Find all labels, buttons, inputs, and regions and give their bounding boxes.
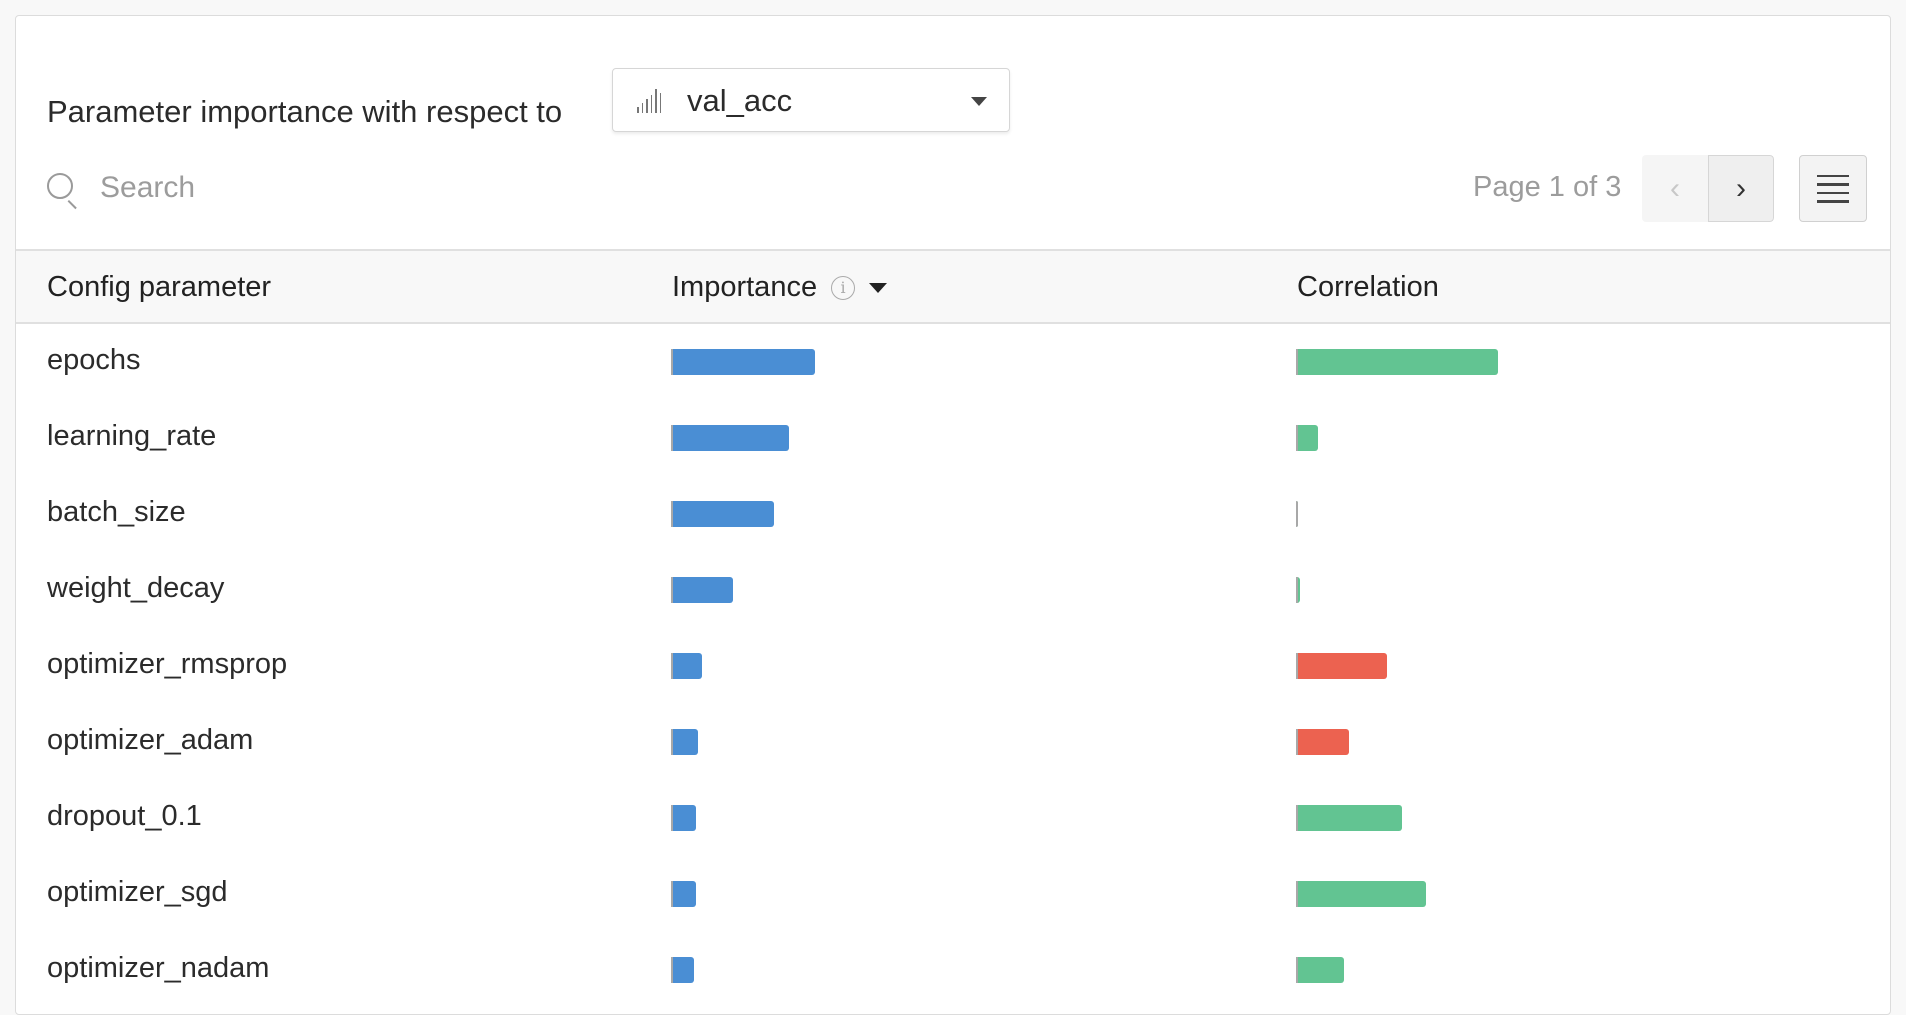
correlation-bar [1296, 729, 1349, 755]
search-input[interactable] [100, 168, 700, 208]
chevron-right-icon: › [1736, 171, 1746, 205]
correlation-bar [1296, 881, 1426, 907]
table-header: Config parameter Importance i Correlatio… [16, 249, 1890, 324]
importance-bar [671, 349, 815, 375]
config-parameter-name: optimizer_sgd [47, 876, 228, 908]
config-parameter-name: dropout_0.1 [47, 800, 202, 832]
config-parameter-name: epochs [47, 344, 141, 376]
column-menu-button[interactable] [1799, 155, 1867, 222]
pagination-controls: ‹ › [1642, 155, 1774, 222]
column-header-correlation[interactable]: Correlation [1297, 271, 1439, 304]
metric-dropdown-value: val_acc [687, 83, 793, 118]
importance-bar [671, 881, 697, 907]
table-row[interactable]: weight_decay [16, 552, 1890, 628]
correlation-bar [1296, 425, 1319, 451]
config-parameter-name: weight_decay [47, 572, 225, 604]
chevron-left-icon: ‹ [1670, 171, 1680, 205]
parameter-importance-panel: Parameter importance with respect to val… [15, 15, 1891, 1015]
column-header-importance[interactable]: Importance i [672, 271, 888, 304]
caret-down-icon [971, 97, 987, 106]
importance-bar [671, 425, 789, 451]
next-page-button[interactable]: › [1708, 155, 1774, 222]
importance-bar [671, 501, 775, 527]
column-label: Correlation [1297, 271, 1439, 303]
importance-bar [671, 957, 695, 983]
column-label: Importance [672, 271, 818, 303]
config-parameter-name: optimizer_rmsprop [47, 648, 288, 680]
correlation-bar [1296, 349, 1498, 375]
panel-title: Parameter importance with respect to [47, 94, 563, 129]
table-row[interactable]: learning_rate [16, 400, 1890, 476]
hamburger-menu-icon [1817, 174, 1849, 177]
metric-dropdown[interactable]: val_acc [612, 68, 1010, 132]
table-row[interactable]: optimizer_nadam [16, 932, 1890, 1008]
bar-chart-icon [637, 89, 667, 113]
config-parameter-name: batch_size [47, 496, 186, 528]
table-row[interactable]: optimizer_rmsprop [16, 628, 1890, 704]
search-icon [47, 173, 73, 199]
prev-page-button[interactable]: ‹ [1642, 155, 1708, 222]
config-parameter-name: optimizer_adam [47, 724, 254, 756]
importance-bar [671, 729, 699, 755]
sort-descending-icon[interactable] [869, 282, 888, 293]
correlation-bar [1296, 653, 1388, 679]
table-row[interactable]: optimizer_sgd [16, 856, 1890, 932]
info-icon[interactable]: i [831, 275, 856, 300]
importance-bar [671, 653, 703, 679]
correlation-bar [1296, 501, 1298, 527]
table-row[interactable]: optimizer_adam [16, 704, 1890, 780]
config-parameter-name: learning_rate [47, 420, 217, 452]
correlation-bar [1296, 957, 1344, 983]
table-row[interactable]: batch_size [16, 476, 1890, 552]
config-parameter-name: optimizer_nadam [47, 952, 270, 984]
table-row[interactable]: epochs [16, 324, 1890, 400]
table-row[interactable]: dropout_0.1 [16, 780, 1890, 856]
correlation-bar [1296, 805, 1402, 831]
column-label: Config parameter [47, 271, 272, 303]
page-indicator: Page 1 of 3 [1473, 171, 1622, 203]
importance-bar [671, 805, 697, 831]
correlation-bar [1296, 577, 1300, 603]
column-header-config-parameter[interactable]: Config parameter [47, 271, 271, 304]
importance-bar [671, 577, 734, 603]
